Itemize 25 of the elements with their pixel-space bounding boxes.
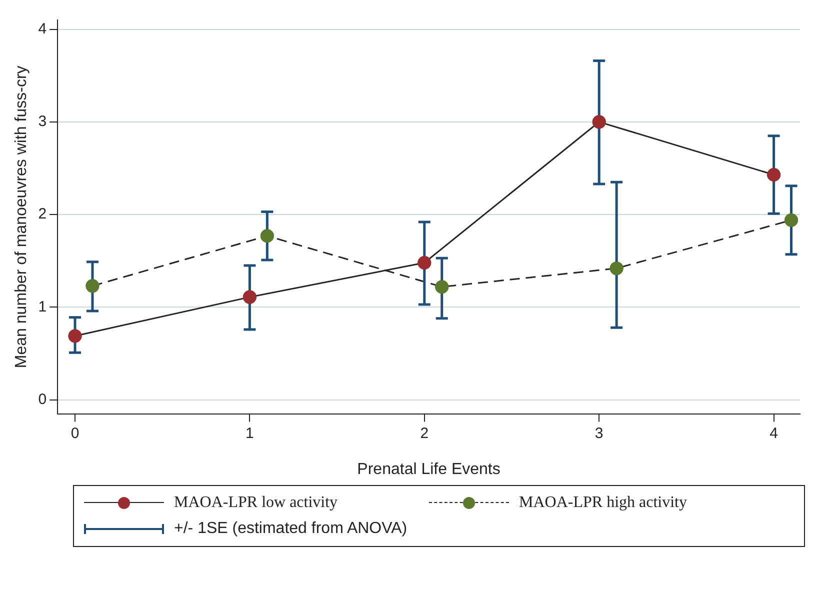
y-tick-label: 1 [38, 298, 47, 316]
point [610, 262, 624, 276]
text: +/- 1SE (estimated from ANOVA) [174, 520, 408, 538]
point [435, 280, 449, 294]
point [784, 213, 798, 227]
legend-label: MAOA-LPR low activity [174, 494, 338, 512]
y-tick-label: 0 [38, 391, 47, 408]
x-tick-label: 0 [70, 424, 80, 442]
x-tick-label: 3 [594, 424, 604, 442]
point [418, 256, 432, 270]
point [592, 115, 606, 129]
x-axis-title: Prenatal Life Events [357, 460, 500, 478]
y-tick-label: 4 [38, 20, 47, 38]
point [767, 168, 781, 182]
point [86, 279, 100, 293]
point [242, 290, 256, 304]
x-tick-label: 1 [246, 424, 254, 442]
x-tick-label: 4 [770, 424, 778, 442]
x-tick-label: 2 [420, 424, 429, 442]
legend-label: MAOA-LPR high activity [519, 494, 687, 512]
point [260, 229, 274, 243]
y-axis-title: Mean number of manoeuvres with fuss-cry [13, 66, 30, 368]
y-tick-label: 2 [38, 206, 47, 223]
y-tick-label: 3 [38, 113, 47, 130]
point [68, 329, 82, 343]
